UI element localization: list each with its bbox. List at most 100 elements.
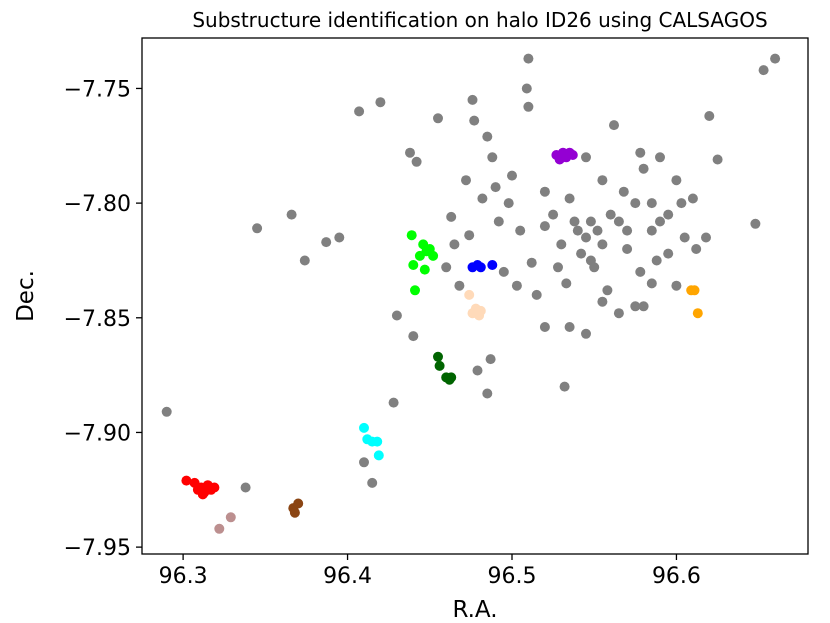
data-point-s0-p23 — [467, 94, 478, 105]
data-point-s1-p7 — [209, 482, 220, 493]
data-point-s2-p0 — [214, 523, 225, 534]
data-point-s4-p4 — [373, 450, 384, 461]
data-point-s6-p8 — [428, 250, 439, 261]
data-point-s3-p2 — [293, 498, 304, 509]
data-point-s0-p78 — [638, 163, 649, 174]
data-point-s0-p52 — [655, 216, 665, 227]
data-point-s2-p1 — [225, 512, 236, 523]
data-point-s0-p27 — [472, 365, 483, 376]
data-point-s0-p37 — [561, 278, 572, 289]
data-point-s0-p84 — [605, 209, 616, 220]
data-point-s0-p46 — [613, 216, 624, 227]
data-point-s0-p91 — [663, 209, 674, 220]
data-point-s7-p2 — [475, 262, 486, 273]
data-point-s0-p29 — [482, 388, 493, 399]
data-point-s0-p90 — [651, 255, 662, 266]
data-point-s0-p3 — [286, 209, 297, 220]
data-point-s0-p64 — [539, 322, 550, 332]
data-point-s0-p71 — [515, 225, 526, 236]
data-point-s4-p3 — [372, 436, 383, 447]
data-point-s7-p3 — [487, 260, 498, 270]
data-point-s6-p1 — [408, 260, 419, 270]
data-point-s0-p4 — [299, 255, 310, 266]
data-point-s0-p93 — [490, 182, 501, 193]
data-point-s0-p86 — [581, 232, 591, 243]
data-point-s0-p85 — [592, 225, 603, 236]
data-point-s0-p77 — [618, 186, 629, 197]
data-point-s0-p31 — [523, 53, 534, 64]
data-point-s0-p56 — [687, 193, 698, 204]
data-point-s0-p1 — [240, 482, 251, 493]
data-point-s1-p8 — [197, 489, 208, 500]
data-point-s0-p32 — [523, 101, 534, 112]
data-point-s5-p4 — [446, 372, 457, 383]
data-point-s0-p13 — [408, 331, 419, 342]
data-point-s0-p75 — [581, 152, 591, 163]
data-point-s0-p92 — [676, 198, 687, 209]
y-tick-label: −7.95 — [64, 536, 131, 561]
data-point-s9-p5 — [567, 150, 578, 160]
y-tick-label: −7.85 — [64, 307, 131, 332]
data-point-s0-p51 — [646, 225, 657, 236]
data-point-s0-p99 — [646, 198, 657, 209]
data-point-s0-p14 — [405, 147, 415, 158]
data-point-s0-p60 — [750, 218, 761, 229]
data-point-s0-p83 — [646, 278, 657, 289]
data-point-s0-p87 — [569, 216, 580, 227]
data-point-s0-p22 — [461, 175, 471, 186]
y-axis-label: Dec. — [13, 270, 39, 322]
data-point-s0-p82 — [630, 301, 641, 312]
data-point-s0-p80 — [671, 175, 682, 186]
plot-area — [161, 53, 781, 534]
data-point-s0-p53 — [663, 248, 674, 259]
data-point-s0-p28 — [485, 354, 496, 365]
x-tick-label: 96.5 — [488, 564, 537, 589]
data-point-s0-p70 — [503, 198, 514, 209]
data-point-s0-p18 — [449, 239, 460, 250]
data-point-s0-p2 — [252, 223, 263, 234]
data-point-s0-p97 — [511, 280, 522, 291]
data-point-s0-p89 — [622, 225, 633, 236]
data-point-s0-p63 — [559, 381, 570, 392]
data-point-s0-p74 — [539, 186, 550, 197]
data-point-s0-p43 — [597, 239, 608, 250]
data-point-s8-p0 — [464, 289, 475, 300]
data-point-s0-p55 — [679, 232, 690, 243]
x-tick-label: 96.6 — [652, 564, 701, 589]
data-point-s0-p50 — [638, 301, 649, 312]
y-tick-label: −7.80 — [64, 192, 131, 217]
data-point-s0-p44 — [602, 285, 613, 296]
data-point-s0-p59 — [712, 154, 723, 165]
data-point-s0-p5 — [321, 237, 332, 248]
data-point-s0-p69 — [507, 170, 517, 181]
plot-frame — [141, 37, 809, 555]
data-point-s0-p67 — [597, 296, 608, 307]
data-point-s0-p36 — [553, 262, 563, 273]
data-point-s0-p40 — [576, 248, 587, 259]
data-point-s0-p7 — [354, 106, 365, 117]
data-point-s0-p47 — [622, 244, 633, 254]
data-point-s0-p94 — [477, 193, 488, 204]
data-point-s0-p66 — [581, 328, 591, 339]
data-point-s0-p38 — [564, 193, 575, 204]
data-point-s0-p6 — [334, 232, 345, 243]
chart-title: Substructure identification on halo ID26… — [192, 8, 767, 32]
data-point-s0-p73 — [531, 289, 542, 300]
data-point-s0-p48 — [630, 198, 641, 209]
x-tick-label: 96.3 — [159, 564, 208, 589]
data-point-s0-p25 — [482, 131, 493, 142]
data-point-s0-p58 — [704, 111, 715, 121]
data-point-s0-p39 — [572, 225, 583, 236]
y-tick-label: −7.90 — [64, 421, 131, 446]
data-point-s0-p95 — [493, 216, 504, 227]
data-point-s5-p0 — [433, 351, 443, 362]
data-point-s0-p30 — [521, 83, 532, 94]
data-point-s0-p81 — [691, 244, 702, 254]
y-tick-label: −7.75 — [64, 77, 131, 102]
data-point-s10-p1 — [689, 285, 700, 296]
data-point-s0-p79 — [655, 152, 665, 163]
y-axis-ticks: −7.75 −7.80 −7.85 −7.90 −7.95 — [64, 77, 142, 561]
data-point-s6-p0 — [406, 230, 417, 241]
data-point-s0-p61 — [758, 65, 769, 76]
